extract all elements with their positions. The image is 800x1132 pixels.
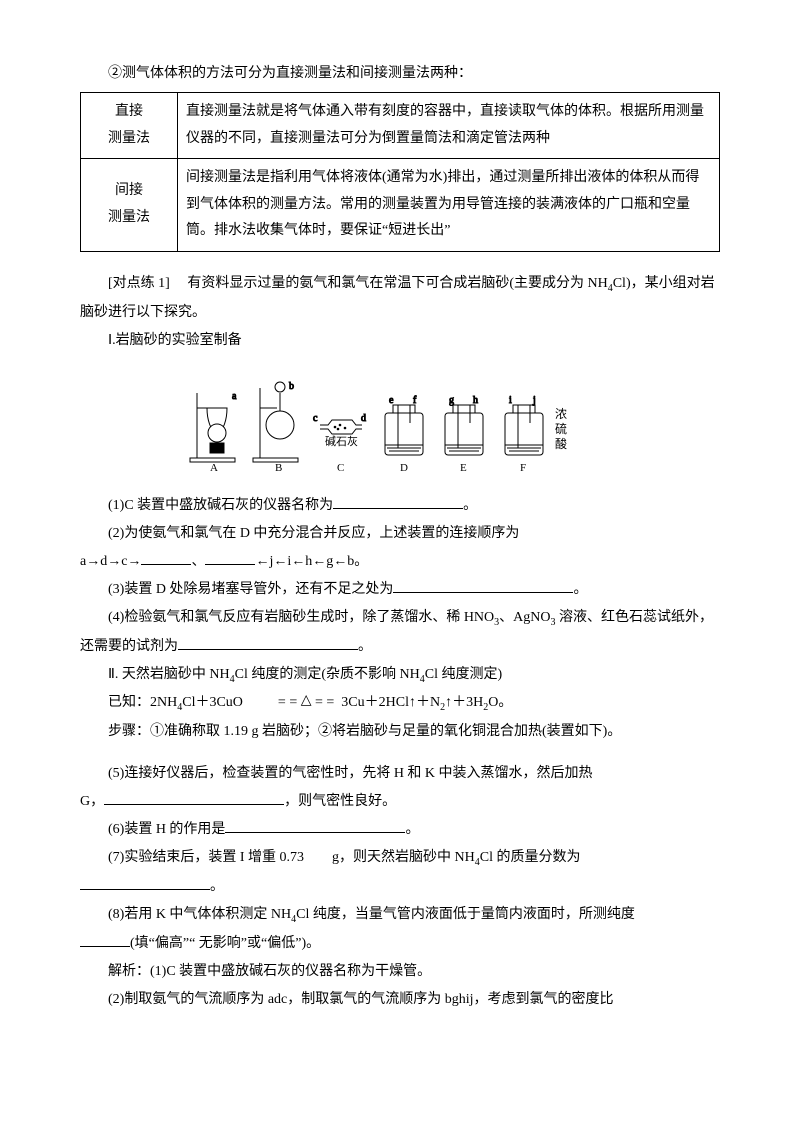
- q2b-suffix: ←j←i←h←g←b。: [255, 554, 368, 569]
- blank: [393, 578, 573, 593]
- steps: 步骤：①准确称取 1.19 g 岩脑砂；②将岩脑砂与足量的氧化铜混合加热(装置如…: [80, 718, 720, 746]
- q4b: 、AgNO: [499, 610, 550, 625]
- q8a: (8)若用 K 中气体体积测定 NH: [108, 907, 291, 922]
- equation-known: 已知：2NH4Cl＋3CuO = = △ = = 3Cu＋2HCl↑＋N2↑＋3…: [80, 689, 720, 718]
- q7: (7)实验结束后，装置 I 增重 0.73 g，则天然岩脑砂中 NH4Cl 的质…: [80, 844, 720, 873]
- row2-label-l2: 测量法: [108, 210, 150, 225]
- sec2c: Cl 纯度测定): [425, 667, 502, 682]
- label-B: B: [275, 462, 282, 473]
- q2b: a→d→c→ 、 ←j←i←h←g←b。: [80, 548, 720, 576]
- label-E: E: [460, 462, 467, 473]
- q8b-line: (填“偏高”“ 无影响”或“偏低”)。: [80, 930, 720, 958]
- blank: [205, 550, 255, 565]
- q8: (8)若用 K 中气体体积测定 NH4Cl 纯度，当量气管内液面低于量筒内液面时…: [80, 901, 720, 930]
- q5a: (5)连接好仪器后，检查装置的气密性时，先将 H 和 K 中装入蒸馏水，然后加热: [80, 760, 720, 788]
- svg-text:g: g: [449, 395, 454, 406]
- q5b: G， ，则气密性良好。: [80, 788, 720, 816]
- svg-text:f: f: [413, 395, 417, 406]
- svg-text:b: b: [289, 381, 294, 392]
- svg-text:酸: 酸: [555, 436, 567, 451]
- svg-text:d: d: [361, 413, 366, 424]
- eq-a: 已知：2NH: [108, 696, 177, 711]
- q8b: Cl 纯度，当量气管内液面低于量筒内液面时，所测纯度: [296, 907, 635, 922]
- eq-b: Cl＋3CuO: [182, 696, 243, 711]
- svg-text:i: i: [509, 395, 512, 406]
- q-intro-a: [对点练 1] 有资料显示过量的氨气和氯气在常温下可合成岩脑砂(主要成分为 NH: [108, 276, 608, 291]
- label-D: D: [400, 462, 408, 473]
- q1-end: 。: [463, 498, 477, 513]
- section1-title: Ⅰ.岩脑砂的实验室制备: [80, 327, 720, 355]
- svg-text:h: h: [473, 395, 478, 406]
- svg-text:j: j: [532, 395, 536, 406]
- q6: (6)装置 H 的作用是 。: [80, 816, 720, 844]
- q4a: (4)检验氨气和氯气反应有岩脑砂生成时，除了蒸馏水、稀 HNO: [108, 610, 494, 625]
- q5b-text: G，: [80, 794, 104, 809]
- label-A: A: [210, 462, 218, 473]
- blank: [141, 550, 191, 565]
- blank: [80, 932, 130, 947]
- q7-end: 。: [210, 879, 224, 894]
- q4-end: 。: [358, 639, 372, 654]
- row2-desc: 间接测量法是指利用气体将液体(通常为水)排出，通过测量所排出液体的体积从而得到气…: [178, 159, 720, 252]
- svg-text:c: c: [313, 413, 318, 424]
- q3-end: 。: [573, 582, 587, 597]
- blank: [178, 635, 358, 650]
- q2a: (2)为使氨气和氯气在 D 中充分混合并反应，上述装置的连接顺序为: [80, 520, 720, 548]
- svg-text:硫: 硫: [555, 421, 567, 436]
- answer1: 解析：(1)C 装置中盛放碱石灰的仪器名称为干燥管。: [80, 958, 720, 986]
- q5c: ，则气密性良好。: [284, 794, 396, 809]
- apparatus-diagram: a A b B c d: [80, 363, 720, 484]
- row2-label: 间接 测量法: [81, 159, 178, 252]
- eq-r3: O。: [488, 696, 512, 711]
- intro-line: ②测气体体积的方法可分为直接测量法和间接测量法两种：: [80, 60, 720, 88]
- label-F: F: [520, 462, 526, 473]
- q6-text: (6)装置 H 的作用是: [108, 822, 225, 837]
- q1: (1)C 装置中盛放碱石灰的仪器名称为 。: [80, 492, 720, 520]
- table-row: 间接 测量法 间接测量法是指利用气体将液体(通常为水)排出，通过测量所排出液体的…: [81, 159, 720, 252]
- table-row: 直接 测量法 直接测量法就是将气体通入带有刻度的容器中，直接读取气体的体积。根据…: [81, 93, 720, 159]
- blank: [333, 494, 463, 509]
- answer2: (2)制取氨气的气流顺序为 adc，制取氯气的气流顺序为 bghij，考虑到氯气…: [80, 986, 720, 1014]
- q7c: Cl 的质量分数为: [480, 850, 581, 865]
- blank: [80, 875, 210, 890]
- question-intro: [对点练 1] 有资料显示过量的氨气和氯气在常温下可合成岩脑砂(主要成分为 NH…: [80, 270, 720, 327]
- eq-r2: ↑＋3H: [445, 696, 483, 711]
- q3: (3)装置 D 处除易堵塞导管外，还有不足之处为 。: [80, 576, 720, 604]
- q2b-prefix: a→d→c→: [80, 554, 141, 569]
- svg-text:浓: 浓: [555, 407, 567, 421]
- eq-r: 3Cu＋2HCl↑＋N: [341, 696, 440, 711]
- heat-condition: = = △ = =: [246, 689, 337, 717]
- q3-text: (3)装置 D 处除易堵塞导管外，还有不足之处为: [108, 582, 393, 597]
- q6-end: 。: [405, 822, 419, 837]
- blank: [225, 818, 405, 833]
- svg-text:e: e: [389, 395, 394, 406]
- blank: [104, 790, 284, 805]
- svg-text:a: a: [232, 391, 237, 402]
- section2-title: Ⅱ. 天然岩脑砂中 NH4Cl 纯度的测定(杂质不影响 NH4Cl 纯度测定): [80, 661, 720, 690]
- q4: (4)检验氨气和氯气反应有岩脑砂生成时，除了蒸馏水、稀 HNO3、AgNO3 溶…: [80, 604, 720, 661]
- row1-desc: 直接测量法就是将气体通入带有刻度的容器中，直接读取气体的体积。根据所用测量仪器的…: [178, 93, 720, 159]
- q2b-mid: 、: [191, 554, 205, 569]
- q7a: (7)实验结束后，装置 I 增重 0.73: [108, 850, 304, 865]
- label-C: C: [337, 462, 344, 473]
- row2-label-l1: 间接: [115, 183, 143, 198]
- q7-blank: 。: [80, 873, 720, 901]
- row1-label-l1: 直接: [115, 104, 143, 119]
- q1-text: (1)C 装置中盛放碱石灰的仪器名称为: [108, 498, 333, 513]
- svg-text:碱石灰: 碱石灰: [325, 434, 358, 448]
- row1-label-l2: 测量法: [108, 131, 150, 146]
- sec2a: Ⅱ. 天然岩脑砂中 NH: [108, 667, 230, 682]
- q7b: g，则天然岩脑砂中 NH: [332, 850, 475, 865]
- sec2b: Cl 纯度的测定(杂质不影响 NH: [235, 667, 420, 682]
- row1-label: 直接 测量法: [81, 93, 178, 159]
- method-table: 直接 测量法 直接测量法就是将气体通入带有刻度的容器中，直接读取气体的体积。根据…: [80, 92, 720, 252]
- q8c: (填“偏高”“ 无影响”或“偏低”)。: [130, 936, 320, 951]
